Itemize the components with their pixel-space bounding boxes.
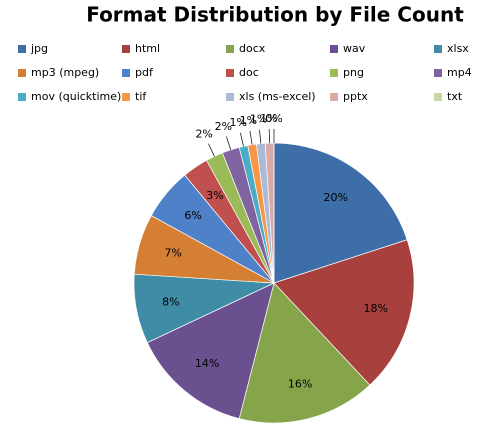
slice-label: 18% bbox=[363, 302, 387, 315]
legend-swatch bbox=[226, 69, 234, 77]
slice-label: 2% bbox=[195, 128, 212, 141]
legend-label: xlsx bbox=[447, 42, 469, 55]
legend-swatch bbox=[122, 93, 130, 101]
legend-label: wav bbox=[343, 42, 366, 55]
legend-swatch bbox=[226, 45, 234, 53]
chart-title: Format Distribution by File Count bbox=[86, 3, 464, 27]
slice-label: 8% bbox=[162, 296, 179, 309]
legend-label: xls (ms-excel) bbox=[239, 90, 316, 103]
leader-line bbox=[259, 129, 262, 144]
slice-label: 14% bbox=[195, 357, 219, 370]
pie-slice bbox=[238, 282, 371, 424]
slice-label: 1% bbox=[229, 116, 246, 129]
legend-swatch bbox=[330, 69, 338, 77]
slice-label: 16% bbox=[288, 378, 312, 391]
legend-swatch bbox=[122, 69, 130, 77]
slice-label: 0% bbox=[265, 112, 282, 125]
leader-line bbox=[240, 132, 244, 147]
legend-swatch bbox=[434, 69, 442, 77]
legend-swatch bbox=[226, 93, 234, 101]
legend-swatch bbox=[122, 45, 130, 53]
slice-label: 20% bbox=[323, 191, 347, 204]
pie-slice bbox=[146, 282, 275, 420]
legend-label: mov (quicktime) bbox=[31, 90, 121, 103]
legend-label: pptx bbox=[343, 90, 368, 103]
slice-label: 6% bbox=[184, 209, 201, 222]
legend-swatch bbox=[18, 45, 26, 53]
legend-label: docx bbox=[239, 42, 266, 55]
legend-label: doc bbox=[239, 66, 259, 79]
legend-label: mp4 bbox=[447, 66, 472, 79]
pie-slice bbox=[273, 239, 415, 386]
pie-slice bbox=[273, 142, 408, 284]
legend-swatch bbox=[330, 45, 338, 53]
legend-label: png bbox=[343, 66, 364, 79]
slice-label: 7% bbox=[164, 247, 181, 260]
legend-swatch bbox=[18, 69, 26, 77]
legend-label: jpg bbox=[30, 42, 48, 55]
legend-label: pdf bbox=[135, 66, 154, 79]
legend-label: txt bbox=[447, 90, 463, 103]
legend-label: html bbox=[135, 42, 160, 55]
slice-label: 1% bbox=[250, 113, 267, 126]
legend-swatch bbox=[330, 93, 338, 101]
legend-swatch bbox=[434, 93, 442, 101]
leader-line bbox=[249, 130, 253, 145]
legend-label: mp3 (mpeg) bbox=[31, 66, 99, 79]
slice-label: 2% bbox=[215, 120, 232, 133]
leader-line bbox=[208, 143, 215, 157]
slice-label: 1% bbox=[240, 114, 257, 127]
legend-swatch bbox=[434, 45, 442, 53]
slice-label: 1% bbox=[260, 112, 277, 125]
legend-label: tif bbox=[135, 90, 147, 103]
slice-label: 3% bbox=[206, 189, 223, 202]
leader-line bbox=[226, 136, 232, 150]
legend-swatch bbox=[18, 93, 26, 101]
